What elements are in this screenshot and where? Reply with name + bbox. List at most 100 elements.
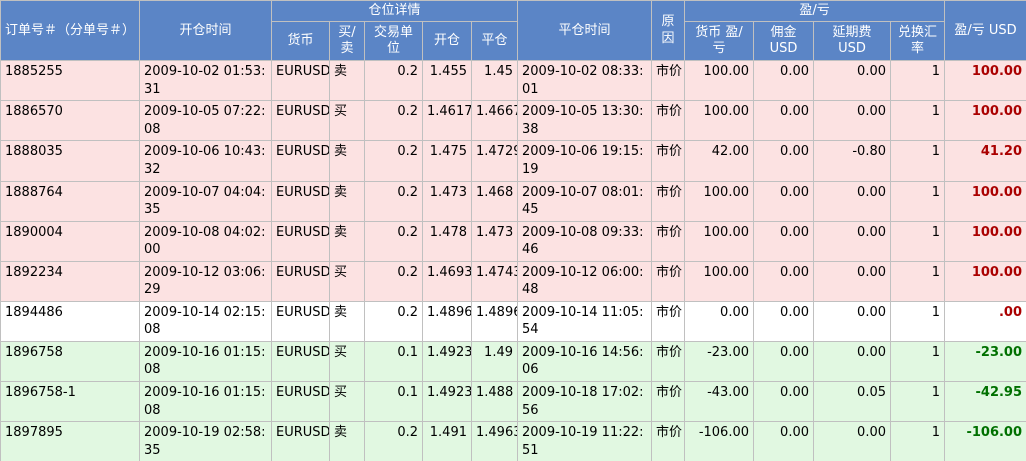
cell-order-id: 1897895: [0, 421, 140, 461]
cell-exchange-rate: 1: [889, 100, 946, 142]
table-row: 1892234 2009-10-12 03:06:29 EURUSD 买 0.2…: [0, 260, 1026, 302]
cell-open-time: 2009-10-12 03:06:29: [139, 260, 272, 302]
header-commission-usd: 佣金 USD: [753, 21, 814, 62]
cell-close-price: 1.4743: [471, 260, 518, 302]
cell-open-time: 2009-10-19 02:58:35: [139, 421, 272, 461]
cell-currency-pl: 100.00: [684, 220, 754, 262]
cell-currency-pl: 100.00: [684, 260, 754, 302]
cell-currency-pl: 100.00: [684, 100, 754, 142]
cell-currency: EURUSD: [271, 100, 330, 142]
cell-units: 0.2: [364, 60, 423, 102]
cell-currency: EURUSD: [271, 140, 330, 182]
cell-open-price: 1.475: [422, 140, 472, 182]
cell-order-id: 1890004: [0, 220, 140, 262]
table-row: 1896758 2009-10-16 01:15:08 EURUSD 买 0.1…: [0, 340, 1026, 383]
cell-currency: EURUSD: [271, 180, 330, 222]
cell-exchange-rate: 1: [889, 140, 946, 182]
cell-currency-pl: 42.00: [684, 140, 754, 182]
table-row: 1896758-1 2009-10-16 01:15:08 EURUSD 买 0…: [0, 380, 1026, 423]
cell-side: 卖: [329, 300, 365, 342]
cell-exchange-rate: 1: [889, 340, 946, 383]
cell-pl-usd: -106.00: [944, 421, 1026, 461]
cell-reason: 市价: [651, 100, 685, 142]
cell-close-time: 2009-10-08 09:33:46: [517, 220, 652, 262]
cell-side: 卖: [329, 220, 365, 262]
cell-side: 卖: [329, 421, 365, 461]
table-row: 1886570 2009-10-05 07:22:08 EURUSD 买 0.2…: [0, 100, 1026, 142]
header-position-details-group: 仓位详情: [271, 0, 518, 23]
cell-open-time: 2009-10-14 02:15:08: [139, 300, 272, 342]
cell-open-price: 1.4896: [422, 300, 472, 342]
cell-currency: EURUSD: [271, 260, 330, 302]
cell-open-time: 2009-10-06 10:43:32: [139, 140, 272, 182]
cell-pl-usd: 100.00: [944, 60, 1026, 102]
cell-close-time: 2009-10-12 06:00:48: [517, 260, 652, 302]
table-row: 1888035 2009-10-06 10:43:32 EURUSD 卖 0.2…: [0, 140, 1026, 182]
cell-deferred-fee-usd: 0.00: [813, 340, 891, 383]
header-close-time: 平仓时间: [517, 0, 652, 62]
cell-units: 0.2: [364, 180, 423, 222]
cell-open-price: 1.473: [422, 180, 472, 222]
cell-pl-usd: -23.00: [944, 340, 1026, 383]
cell-reason: 市价: [651, 140, 685, 182]
cell-open-time: 2009-10-08 04:02:00: [139, 220, 272, 262]
cell-units: 0.2: [364, 220, 423, 262]
header-exchange-rate: 兑换汇率: [889, 21, 946, 62]
cell-order-id: 1885255: [0, 60, 140, 102]
cell-close-time: 2009-10-18 17:02:56: [517, 380, 652, 423]
cell-exchange-rate: 1: [889, 180, 946, 222]
cell-side: 卖: [329, 60, 365, 102]
cell-pl-usd: 100.00: [944, 100, 1026, 142]
cell-commission-usd: 0.00: [753, 60, 814, 102]
cell-open-price: 1.491: [422, 421, 472, 461]
cell-open-price: 1.478: [422, 220, 472, 262]
cell-reason: 市价: [651, 340, 685, 383]
cell-close-time: 2009-10-16 14:56:06: [517, 340, 652, 383]
cell-deferred-fee-usd: 0.00: [813, 60, 891, 102]
cell-currency-pl: 100.00: [684, 180, 754, 222]
header-pl-usd: 盈/亏 USD: [944, 0, 1026, 62]
cell-side: 买: [329, 380, 365, 423]
cell-deferred-fee-usd: 0.00: [813, 100, 891, 142]
cell-side: 卖: [329, 140, 365, 182]
cell-currency: EURUSD: [271, 300, 330, 342]
header-order-id: 订单号＃（分单号＃）: [0, 0, 140, 62]
cell-commission-usd: 0.00: [753, 260, 814, 302]
cell-side: 买: [329, 340, 365, 383]
cell-reason: 市价: [651, 421, 685, 461]
cell-units: 0.2: [364, 421, 423, 461]
cell-exchange-rate: 1: [889, 380, 946, 423]
cell-exchange-rate: 1: [889, 220, 946, 262]
cell-commission-usd: 0.00: [753, 100, 814, 142]
cell-deferred-fee-usd: 0.05: [813, 380, 891, 423]
cell-order-id: 1886570: [0, 100, 140, 142]
cell-deferred-fee-usd: 0.00: [813, 421, 891, 461]
cell-pl-usd: -42.95: [944, 380, 1026, 423]
cell-units: 0.2: [364, 260, 423, 302]
header-open-time: 开仓时间: [139, 0, 272, 62]
header-close-price: 平仓: [471, 21, 518, 62]
header-pl-group: 盈/亏: [683, 0, 946, 23]
cell-deferred-fee-usd: 0.00: [813, 300, 891, 342]
header-deferred-fee-usd: 延期费 USD: [813, 21, 891, 62]
cell-close-time: 2009-10-02 08:33:01: [517, 60, 652, 102]
cell-close-time: 2009-10-05 13:30:38: [517, 100, 652, 142]
cell-open-time: 2009-10-02 01:53:31: [139, 60, 272, 102]
header-open-price: 开仓: [422, 21, 472, 62]
cell-commission-usd: 0.00: [753, 220, 814, 262]
cell-units: 0.2: [364, 300, 423, 342]
cell-open-price: 1.4923: [422, 340, 472, 383]
header-units: 交易单位: [364, 21, 423, 62]
cell-currency-pl: 100.00: [684, 60, 754, 102]
table-row: 1894486 2009-10-14 02:15:08 EURUSD 卖 0.2…: [0, 300, 1026, 342]
cell-units: 0.2: [364, 100, 423, 142]
table-header: 订单号＃（分单号＃） 开仓时间 仓位详情 平仓时间 原因 盈/亏 盈/亏 USD…: [0, 0, 1026, 62]
cell-close-price: 1.4963: [471, 421, 518, 461]
cell-open-time: 2009-10-07 04:04:35: [139, 180, 272, 222]
cell-units: 0.1: [364, 380, 423, 423]
cell-currency-pl: -106.00: [684, 421, 754, 461]
cell-pl-usd: 100.00: [944, 260, 1026, 302]
cell-open-time: 2009-10-05 07:22:08: [139, 100, 272, 142]
